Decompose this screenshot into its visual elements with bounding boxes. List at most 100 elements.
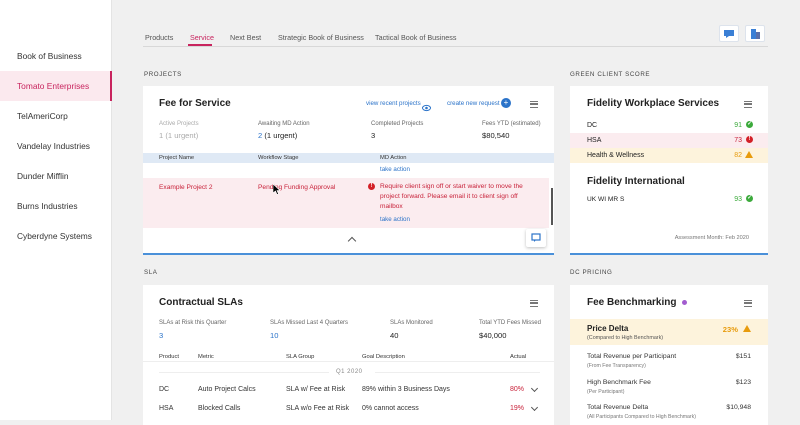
assessment-month: Assessment Month: Feb 2020 bbox=[674, 235, 749, 241]
menu-icon[interactable] bbox=[530, 300, 538, 307]
score-label: DC bbox=[587, 122, 598, 129]
take-action-link[interactable]: take action bbox=[380, 216, 410, 223]
score-row: HSA 73 ! bbox=[570, 133, 768, 148]
price-delta-row: Price Delta (Compared to High Benchmark)… bbox=[570, 319, 768, 345]
benchmark-label: High Benchmark Fee bbox=[587, 379, 651, 386]
product-cell: HSA bbox=[159, 405, 174, 412]
expand-chevron-icon[interactable] bbox=[530, 403, 539, 412]
menu-icon[interactable] bbox=[744, 101, 752, 108]
stat-value[interactable]: 10 bbox=[270, 331, 279, 340]
sla-group-cell: SLA w/ Fee at Risk bbox=[286, 386, 346, 393]
table-header: Product Metric SLA Group Goal Descriptio… bbox=[143, 352, 554, 362]
score-value: 91 bbox=[734, 122, 742, 129]
alert-icon: ! bbox=[746, 136, 753, 143]
stat-value: $80,540 bbox=[482, 131, 510, 140]
stat-value: $40,000 bbox=[479, 331, 507, 340]
sidebar-item-telamericorp[interactable]: TelAmeriCorp bbox=[17, 111, 68, 121]
benchmark-label: Total Revenue per Participant bbox=[587, 353, 677, 360]
benchmark-row: Total Revenue per Participant (From Fee … bbox=[570, 353, 768, 375]
benchmark-row: High Benchmark Fee (Per Participant) $12… bbox=[570, 379, 768, 401]
quarter-label: Q1 2020 bbox=[336, 369, 363, 375]
active-tab-indicator bbox=[188, 44, 212, 46]
tab-products[interactable]: Products bbox=[145, 33, 174, 42]
md-action-message: mailbox bbox=[380, 203, 403, 210]
sla-group-cell: SLA w/o Fee at Risk bbox=[286, 405, 350, 412]
mouse-cursor-icon bbox=[272, 182, 281, 200]
stat-value: 40 bbox=[390, 331, 399, 340]
score-value: 73 bbox=[734, 137, 742, 144]
scrollbar[interactable] bbox=[551, 188, 553, 225]
score-row: UK WI MR S 93 ✓ bbox=[570, 192, 768, 207]
goal-cell: 89% within 3 Business Days bbox=[362, 386, 450, 393]
column-header: Workflow Stage bbox=[258, 154, 299, 161]
building-icon[interactable] bbox=[745, 25, 765, 42]
alert-icon: ! bbox=[368, 183, 375, 190]
sidebar-item-burns-industries[interactable]: Burns Industries bbox=[17, 201, 78, 211]
view-recent-projects-link[interactable]: view recent projects bbox=[366, 100, 421, 107]
table-row[interactable]: DC Auto Project Calcs SLA w/ Fee at Risk… bbox=[143, 384, 554, 400]
stat-label: SLAs at Risk this Quarter bbox=[159, 320, 227, 326]
workflow-stage: Pending Funding Approval bbox=[258, 184, 336, 191]
tab-tactical-book[interactable]: Tactical Book of Business bbox=[375, 33, 457, 42]
table-row[interactable]: HSA Blocked Calls SLA w/o Fee at Risk 0%… bbox=[143, 403, 554, 419]
score-label: Health & Wellness bbox=[587, 152, 645, 159]
tab-next-best[interactable]: Next Best bbox=[230, 33, 262, 42]
score-row: Health & Wellness 82 bbox=[570, 148, 768, 163]
metric-cell: Auto Project Calcs bbox=[198, 386, 256, 393]
tabs-divider bbox=[143, 46, 768, 47]
benchmark-sub: (All Participants Compared to High Bench… bbox=[587, 414, 696, 420]
column-header: Metric bbox=[198, 353, 214, 360]
tab-strategic-book[interactable]: Strategic Book of Business bbox=[278, 33, 364, 42]
section-title-sla: SLA bbox=[144, 269, 158, 276]
divider bbox=[375, 372, 540, 373]
score-value: 93 bbox=[734, 196, 742, 203]
menu-icon[interactable] bbox=[744, 300, 752, 307]
goal-cell: 0% cannot access bbox=[362, 405, 419, 412]
create-new-request-link[interactable]: create new request bbox=[447, 100, 500, 107]
stat-label: SLAs Monitored bbox=[390, 320, 433, 326]
score-label: HSA bbox=[587, 137, 602, 144]
column-header: Goal Description bbox=[362, 353, 405, 360]
sidebar-item-book-of-business[interactable]: Book of Business bbox=[17, 51, 82, 61]
warning-icon bbox=[743, 325, 751, 332]
contractual-slas-card: Contractual SLAs SLAs at Risk this Quart… bbox=[143, 285, 554, 425]
add-icon[interactable]: + bbox=[501, 98, 511, 108]
benchmark-sub: (From Fee Transparency) bbox=[587, 363, 646, 369]
column-header: Product bbox=[159, 353, 179, 360]
md-action-message: Require client sign off or start waiver … bbox=[380, 183, 523, 190]
check-icon: ✓ bbox=[746, 195, 753, 202]
actual-cell: 19% bbox=[510, 405, 525, 412]
score-row: DC 91 ✓ bbox=[570, 118, 768, 133]
chat-icon[interactable] bbox=[526, 229, 546, 247]
fee-benchmarking-card: Fee Benchmarking Price Delta (Compared t… bbox=[570, 285, 768, 425]
check-icon: ✓ bbox=[746, 121, 753, 128]
green-client-score-card: Fidelity Workplace Services DC 91 ✓ HSA … bbox=[570, 86, 768, 255]
product-cell: DC bbox=[159, 386, 170, 393]
section-title-green-client-score: GREEN CLIENT SCORE bbox=[570, 71, 651, 78]
collapse-chevron-icon[interactable] bbox=[347, 236, 357, 246]
sidebar-item-cyberdyne-systems[interactable]: Cyberdyne Systems bbox=[17, 231, 92, 241]
expand-chevron-icon[interactable] bbox=[530, 384, 539, 393]
awaiting-md-count[interactable]: 2 bbox=[258, 131, 263, 140]
sidebar: Book of Business Tomato Enterprises TelA… bbox=[0, 0, 112, 420]
project-name[interactable]: Example Project 2 bbox=[159, 184, 213, 191]
menu-icon[interactable] bbox=[530, 101, 538, 108]
sidebar-item-vandelay-industries[interactable]: Vandelay Industries bbox=[17, 141, 90, 151]
tab-service[interactable]: Service bbox=[190, 33, 214, 42]
benchmark-sub: (Per Participant) bbox=[587, 389, 625, 395]
card-title-text: Fee Benchmarking bbox=[587, 297, 677, 308]
info-dot-icon[interactable] bbox=[682, 299, 688, 305]
chat-icon[interactable] bbox=[719, 25, 739, 42]
stat-value[interactable]: 3 bbox=[159, 331, 164, 340]
eye-icon[interactable] bbox=[422, 99, 431, 117]
benchmark-label: Total Revenue Delta bbox=[587, 404, 649, 411]
benchmark-value: $123 bbox=[735, 379, 751, 386]
sidebar-item-dunder-mifflin[interactable]: Dunder Mifflin bbox=[17, 171, 69, 181]
take-action-link[interactable]: take action bbox=[380, 166, 410, 173]
md-action-message: project forward. Please email it to clie… bbox=[380, 193, 518, 200]
sidebar-item-tomato-enterprises[interactable]: Tomato Enterprises bbox=[0, 71, 112, 101]
awaiting-md-value[interactable]: 2 (1 urgent) bbox=[258, 131, 297, 140]
metric-cell: Blocked Calls bbox=[198, 405, 241, 412]
stat-label: Total YTD Fees Missed bbox=[479, 320, 541, 326]
stat-label: Active Projects bbox=[159, 121, 199, 127]
